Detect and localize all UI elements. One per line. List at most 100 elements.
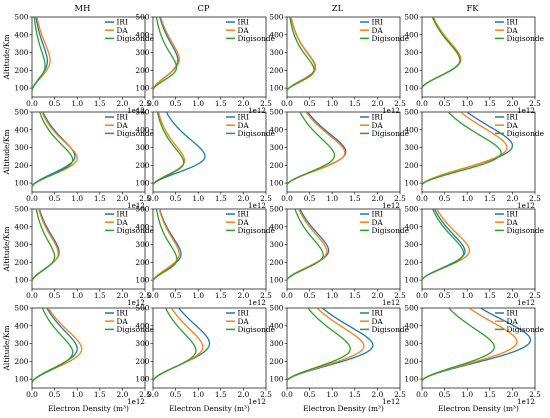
x-tick-label: 2.5 xyxy=(139,194,151,203)
y-tick-label: 500 xyxy=(269,108,283,117)
legend-label-digisonde: Digisonde xyxy=(372,34,410,43)
x-tick-label: 1.5 xyxy=(484,99,496,108)
series-line-digisonde xyxy=(31,208,56,282)
axes-frame xyxy=(421,111,536,193)
axes-frame xyxy=(286,16,401,98)
legend-label-digisonde: Digisonde xyxy=(238,129,276,138)
axes-frame xyxy=(31,307,146,389)
axes-frame xyxy=(31,208,146,290)
x-tick-label: 2.0 xyxy=(507,194,519,203)
y-tick-label: 200 xyxy=(404,161,418,170)
x-tick-label: 1.5 xyxy=(349,390,361,399)
y-tick-label: 200 xyxy=(14,66,28,75)
x-tick-label: 0.5 xyxy=(304,99,316,108)
legend-label-da: DA xyxy=(372,121,384,130)
legend-label-iri: IRI xyxy=(372,210,383,219)
y-tick-label: 100 xyxy=(269,276,283,285)
series-line-iri xyxy=(152,112,206,186)
x-tick-label: 1.0 xyxy=(461,194,473,203)
x-tick-label: 1.0 xyxy=(461,291,473,300)
series-line-da xyxy=(421,16,462,89)
y-tick-label: 500 xyxy=(404,205,418,214)
legend-label-da: DA xyxy=(372,317,384,326)
series-line-digisonde xyxy=(421,208,465,281)
legend-label-iri: IRI xyxy=(117,18,128,27)
legend-label-iri: IRI xyxy=(372,18,383,27)
x-tick-label: 2.0 xyxy=(238,390,250,399)
series-line-da xyxy=(31,17,51,91)
x-tick-label: 2.5 xyxy=(260,194,272,203)
legend-label-iri: IRI xyxy=(372,309,383,318)
legend-label-da: DA xyxy=(507,317,519,326)
x-tick-label: 0.5 xyxy=(304,390,316,399)
x-tick-label: 1.0 xyxy=(461,390,473,399)
x-tick-label: 1.5 xyxy=(484,291,496,300)
axes-frame xyxy=(31,16,146,98)
y-tick-label: 500 xyxy=(269,205,283,214)
series-line-digisonde xyxy=(31,17,46,91)
x-multiplier-label: 1e12 xyxy=(382,106,400,115)
x-multiplier-label: 1e12 xyxy=(127,298,145,307)
x-tick-label: 1.5 xyxy=(349,291,361,300)
y-tick-label: 400 xyxy=(404,30,418,39)
axes-frame xyxy=(421,307,536,389)
x-axis-label: Electron Density (m³) xyxy=(303,404,384,413)
column-title-cp: CP xyxy=(197,3,209,13)
x-tick-label: 1.0 xyxy=(71,99,83,108)
legend-label-digisonde: Digisonde xyxy=(507,129,545,138)
axes-frame xyxy=(286,111,401,193)
y-tick-label: 400 xyxy=(404,125,418,134)
x-tick-label: 1.5 xyxy=(94,390,106,399)
y-tick-label: 100 xyxy=(404,84,418,93)
y-tick-label: 400 xyxy=(269,321,283,330)
y-tick-label: 400 xyxy=(269,222,283,231)
x-tick-label: 2.0 xyxy=(507,390,519,399)
x-tick-label: 2.0 xyxy=(372,99,384,108)
series-line-digisonde xyxy=(286,307,351,382)
x-tick-label: 0.5 xyxy=(439,194,451,203)
x-tick-label: 1.5 xyxy=(484,390,496,399)
y-tick-label: 300 xyxy=(14,48,28,57)
legend-label-digisonde: Digisonde xyxy=(372,129,410,138)
legend-label-digisonde: Digisonde xyxy=(117,226,155,235)
x-tick-label: 2.5 xyxy=(529,291,541,300)
x-tick-label: 0.5 xyxy=(439,390,451,399)
x-multiplier-label: 1e12 xyxy=(382,201,400,210)
series-line-da xyxy=(152,308,204,382)
legend-label-da: DA xyxy=(507,121,519,130)
x-tick-label: 0.0 xyxy=(147,291,159,300)
legend-label-da: DA xyxy=(117,26,129,35)
y-tick-label: 400 xyxy=(135,222,149,231)
x-multiplier-label: 1e12 xyxy=(248,397,266,406)
series-line-da xyxy=(286,17,316,91)
legend-label-da: DA xyxy=(372,218,384,227)
x-tick-label: 2.5 xyxy=(260,99,272,108)
series-line-digisonde xyxy=(286,112,336,186)
y-tick-label: 100 xyxy=(269,179,283,188)
y-tick-label: 500 xyxy=(135,108,149,117)
y-tick-label: 100 xyxy=(404,276,418,285)
y-tick-label: 500 xyxy=(404,304,418,313)
y-tick-label: 200 xyxy=(135,357,149,366)
y-tick-label: 400 xyxy=(14,222,28,231)
x-tick-label: 2.0 xyxy=(117,99,129,108)
y-tick-label: 100 xyxy=(14,84,28,93)
series-line-iri xyxy=(152,307,211,382)
y-tick-label: 400 xyxy=(14,125,28,134)
x-tick-label: 1.5 xyxy=(484,194,496,203)
series-line-da xyxy=(421,111,508,186)
y-tick-label: 400 xyxy=(135,125,149,134)
y-tick-label: 400 xyxy=(135,30,149,39)
x-tick-label: 2.0 xyxy=(238,291,250,300)
y-tick-label: 300 xyxy=(135,143,149,152)
